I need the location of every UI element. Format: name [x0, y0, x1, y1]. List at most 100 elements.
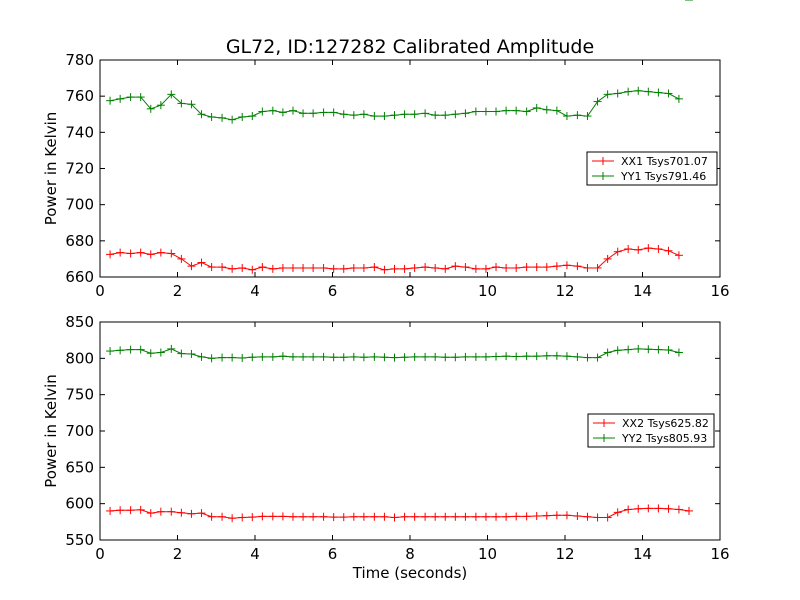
series-2	[106, 0, 693, 363]
data-point-marker	[593, 353, 602, 362]
y-tick-label: 550	[65, 531, 94, 549]
data-point-marker	[431, 263, 440, 272]
x-tick-label: 0	[95, 545, 105, 563]
data-point-marker	[613, 346, 622, 355]
data-point-marker	[532, 352, 541, 361]
data-point-marker	[492, 263, 501, 272]
data-point-marker	[664, 345, 673, 354]
data-point-marker	[644, 87, 653, 96]
data-point-marker	[685, 506, 693, 515]
data-point-marker	[410, 110, 419, 119]
data-point-marker	[156, 507, 165, 516]
data-point-marker	[177, 254, 186, 263]
data-point-marker	[664, 89, 673, 98]
data-point-marker	[644, 504, 653, 513]
data-point-marker	[370, 112, 379, 121]
data-point-marker	[106, 250, 115, 259]
series-1	[106, 0, 693, 274]
data-point-marker	[542, 351, 551, 360]
y-tick-label: 750	[65, 386, 94, 404]
data-point-marker	[116, 506, 125, 515]
data-point-marker	[613, 89, 622, 98]
data-point-marker	[380, 512, 389, 521]
data-point-marker	[146, 349, 155, 358]
x-tick-label: 16	[710, 545, 729, 563]
data-point-marker	[309, 109, 318, 118]
data-point-marker	[421, 352, 430, 361]
data-point-marker	[562, 112, 571, 121]
data-point-marker	[573, 111, 582, 120]
data-point-marker	[562, 261, 571, 270]
data-point-marker	[339, 110, 348, 119]
data-point-marker	[644, 345, 653, 354]
data-point-marker	[532, 512, 541, 521]
data-point-marker	[481, 512, 490, 521]
data-point-marker	[624, 87, 633, 96]
data-point-marker	[502, 352, 511, 361]
legend-label: XX1 Tsys701.07	[621, 155, 708, 168]
data-point-marker	[309, 263, 318, 272]
data-point-marker	[613, 247, 622, 256]
data-point-marker	[167, 249, 176, 258]
data-point-marker	[593, 513, 602, 522]
data-point-marker	[339, 353, 348, 362]
data-point-marker	[370, 352, 379, 361]
data-point-marker	[197, 509, 206, 518]
data-point-marker	[441, 264, 450, 273]
data-point-marker	[106, 96, 115, 105]
data-point-marker	[421, 263, 430, 272]
data-point-marker	[146, 509, 155, 518]
data-point-marker	[359, 353, 368, 362]
data-point-marker	[187, 509, 196, 518]
data-point-marker	[116, 248, 125, 257]
data-point-marker	[309, 512, 318, 521]
data-point-marker	[370, 512, 379, 521]
data-point-marker	[136, 93, 145, 102]
data-point-marker	[126, 93, 135, 102]
data-point-marker	[654, 88, 663, 97]
data-point-marker	[106, 506, 115, 515]
data-point-marker	[177, 99, 186, 108]
data-point-marker	[278, 352, 287, 361]
data-point-marker	[451, 512, 460, 521]
data-point-marker	[228, 115, 237, 124]
x-tick-label: 10	[478, 282, 497, 300]
y-tick-label: 720	[65, 160, 94, 178]
legend: XX2 Tsys625.82 YY2 Tsys805.93	[587, 413, 715, 448]
data-point-marker	[492, 107, 501, 116]
data-point-marker	[542, 105, 551, 114]
data-point-marker	[218, 353, 227, 362]
data-point-marker	[207, 263, 216, 272]
data-point-marker	[603, 90, 612, 99]
data-point-marker	[461, 352, 470, 361]
data-point-marker	[329, 264, 338, 273]
plot-panel-2: 0 2 4 6 8 10 12 14 16 550 600 650 700 750 800 850 Power …	[42, 0, 730, 563]
data-point-marker	[238, 353, 247, 362]
legend: XX1 Tsys701.07 YY1 Tsys791.46	[586, 151, 718, 186]
data-point-marker	[492, 512, 501, 521]
data-point-marker	[146, 250, 155, 259]
data-point-marker	[400, 512, 409, 521]
x-tick-label: 14	[633, 282, 652, 300]
data-point-marker	[299, 109, 308, 118]
x-tick-label: 2	[173, 282, 183, 300]
data-point-marker	[461, 109, 470, 118]
data-point-marker	[562, 352, 571, 361]
data-point-marker	[522, 107, 531, 116]
x-tick-label: 16	[710, 282, 729, 300]
data-point-marker	[583, 263, 592, 272]
data-point-marker	[248, 265, 257, 274]
series-2	[106, 0, 693, 124]
data-point-marker	[451, 262, 460, 271]
data-point-marker	[126, 345, 135, 354]
data-point-marker	[278, 263, 287, 272]
data-point-marker	[288, 512, 297, 521]
series-1	[106, 504, 693, 523]
x-tick-label: 6	[328, 282, 338, 300]
data-point-marker	[552, 511, 561, 520]
y-axis-title: Power in Kelvin	[42, 374, 60, 488]
data-point-marker	[562, 511, 571, 520]
legend-box	[587, 413, 715, 448]
data-point-marker	[126, 249, 135, 258]
plot-panel-1: 0 2 4 6 8 10 12 14 16 660 680 700 720 740 760 780 Power …	[42, 0, 730, 300]
